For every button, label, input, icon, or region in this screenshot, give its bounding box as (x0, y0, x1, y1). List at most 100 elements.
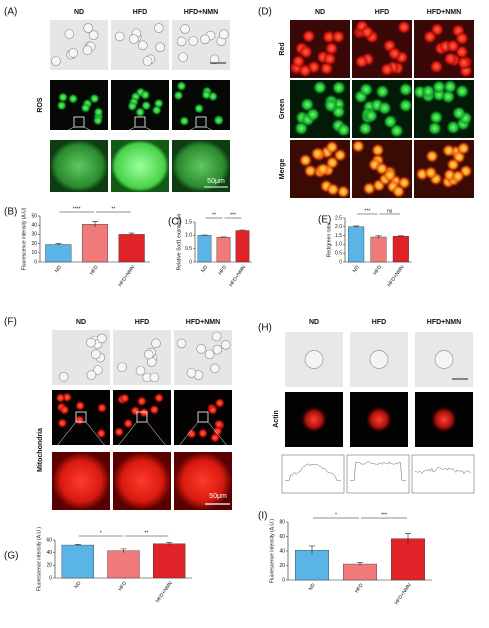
oocyte (364, 108, 379, 123)
oocyte (398, 98, 413, 113)
oocyte (446, 157, 461, 172)
oocyte (336, 122, 351, 137)
bar (152, 543, 186, 579)
oocyte (176, 81, 187, 92)
oocyte (331, 29, 346, 44)
oocyte (136, 396, 147, 407)
oocyte (197, 428, 208, 439)
oocyte (135, 107, 146, 118)
panel-label: (C) (168, 217, 182, 228)
roi-box (197, 411, 209, 423)
oocyte (179, 116, 190, 127)
oocyte (429, 59, 444, 74)
oocyte (89, 93, 100, 104)
micrograph (52, 452, 110, 510)
oocyte (391, 184, 406, 199)
label: HFD (133, 9, 147, 16)
zoom-line (205, 126, 231, 141)
label: ND (315, 9, 325, 16)
y-tick-label: 20 (279, 563, 285, 569)
oocyte (58, 92, 69, 103)
x-tick-label: ND (200, 264, 209, 274)
oocyte (93, 365, 103, 375)
x-tick-label: ND (308, 582, 317, 592)
y-tick-label: 30 (31, 232, 37, 238)
oocyte (151, 105, 162, 116)
significance-label: ns (387, 208, 393, 214)
oocyte (86, 370, 97, 380)
error-bar (55, 243, 62, 246)
oocyte (380, 62, 395, 77)
bar (235, 230, 250, 263)
oocyte (456, 55, 471, 70)
oocyte (434, 350, 454, 369)
x-tick-label: ND (352, 264, 361, 274)
oocyte (370, 143, 385, 158)
oocyte (173, 90, 184, 101)
oocyte (127, 101, 138, 112)
y-tick-label: 10 (31, 250, 37, 256)
oocyte (303, 163, 318, 178)
panel-label: (B) (4, 207, 17, 218)
error-bar (405, 533, 411, 544)
label: HFD+NMN (427, 319, 461, 326)
oocyte (351, 139, 366, 154)
zoom-line (173, 421, 199, 453)
label: ROS (37, 97, 44, 113)
bar (81, 224, 109, 263)
y-tick-label: 20 (31, 241, 37, 247)
oocyte (214, 398, 225, 409)
significance-label: *** (364, 208, 370, 214)
oocyte (369, 350, 389, 369)
roi-box (134, 116, 146, 128)
oocyte (93, 107, 104, 118)
oocyte (200, 34, 210, 45)
error-bar (220, 236, 227, 238)
oocyte (207, 404, 218, 415)
label: HFD+NMN (186, 319, 220, 326)
oocyte (141, 100, 152, 111)
y-tick-label: 0 (339, 259, 342, 265)
oocyte (397, 20, 412, 35)
oocyte (325, 140, 340, 155)
oocyte (387, 46, 402, 61)
oocyte (58, 371, 69, 382)
y-tick-label: 1.5 (185, 219, 192, 225)
profile-frame (411, 454, 475, 494)
error-bar (239, 229, 246, 232)
label: HFD+NMN (184, 9, 218, 16)
roi-box (136, 411, 148, 423)
oocyte (446, 120, 461, 135)
bar (61, 544, 95, 579)
panel-label: (G) (4, 551, 18, 562)
y-tick-label: 1.5 (335, 233, 342, 239)
label: HFD (135, 319, 149, 326)
oocyte (80, 102, 91, 113)
oocyte (92, 115, 103, 126)
error-bar (166, 542, 173, 546)
intensity-profile (350, 460, 406, 481)
oocyte (445, 38, 460, 53)
oocyte (443, 51, 458, 66)
error-bar (120, 548, 127, 553)
oocyte (186, 368, 197, 378)
x-tick-label: ND (73, 580, 82, 590)
x-tick-label: HFD+NMN (394, 582, 413, 606)
significance-label: *** (381, 512, 387, 518)
x-tick-label: HFD (89, 264, 100, 276)
zoom-line (110, 126, 136, 141)
oocyte (451, 106, 466, 121)
label: Mitochondria (37, 428, 44, 472)
x-tick-label: HFD+NMN (228, 264, 247, 288)
y-tick-label: 1.0 (335, 242, 342, 248)
oocyte (114, 31, 125, 42)
bar (216, 236, 231, 263)
oocyte (59, 404, 70, 415)
oocyte (325, 155, 340, 170)
oocyte (142, 56, 153, 66)
oocyte (219, 29, 229, 40)
oocyte (68, 48, 79, 58)
oocyte (117, 362, 127, 373)
label: (H) (258, 323, 272, 334)
oocyte (55, 392, 66, 403)
